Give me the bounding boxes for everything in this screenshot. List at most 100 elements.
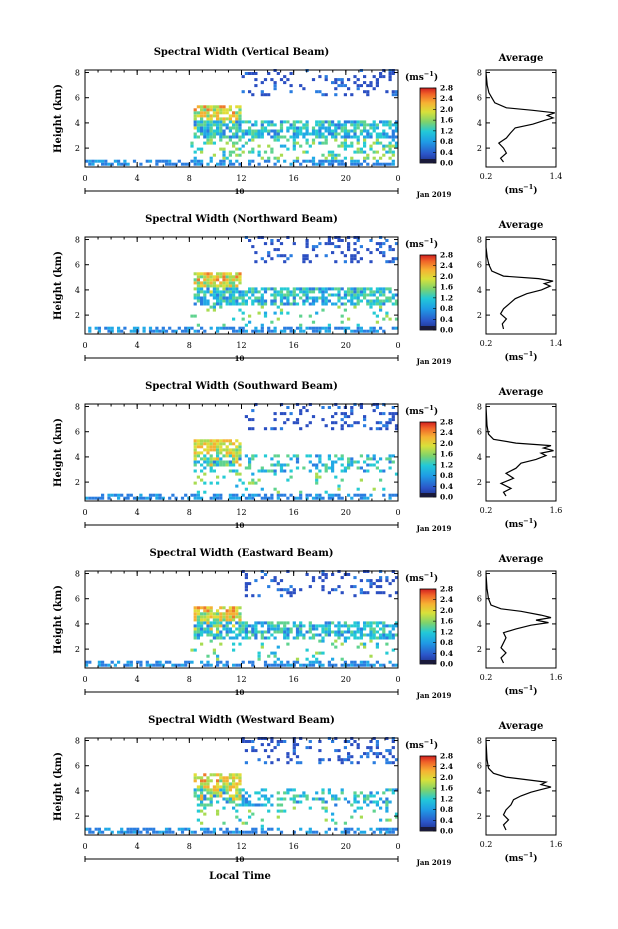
heatmap-cell — [228, 496, 232, 500]
heatmap-cell — [232, 135, 236, 139]
heatmap-cell — [238, 496, 242, 500]
heatmap-cell — [232, 794, 236, 798]
heatmap-cell — [88, 159, 92, 163]
heatmap-cell — [155, 830, 159, 834]
heatmap-cell — [372, 329, 376, 333]
heatmap-cell — [222, 150, 226, 154]
heatmap-cell — [292, 129, 296, 133]
heatmap-cell — [350, 496, 354, 500]
heatmap-cell — [279, 469, 284, 473]
heatmap-cell — [235, 287, 239, 291]
heatmap-cell — [228, 120, 232, 124]
heatmap-cell — [286, 120, 290, 124]
heatmap-cell — [222, 448, 226, 452]
heatmap-cell — [315, 454, 319, 458]
heatmap-cell — [385, 120, 389, 124]
heatmap-cell — [212, 794, 216, 798]
heatmap-cell — [292, 141, 296, 145]
heatmap-cell — [311, 287, 316, 291]
heatmap-cell — [212, 633, 216, 637]
heatmap-cell — [343, 293, 347, 297]
heatmap-cell — [340, 478, 344, 482]
heatmap-cell — [193, 496, 197, 500]
heatmap-cell — [238, 457, 242, 461]
heatmap-cell — [219, 326, 223, 330]
heatmap-cell — [391, 746, 395, 750]
heatmap-cell — [363, 645, 367, 649]
heatmap-cell — [110, 326, 114, 330]
average-y-tick-label: 2 — [477, 311, 482, 320]
heatmap-cell — [267, 159, 271, 163]
heatmap-cell — [353, 248, 357, 252]
heatmap-cell — [257, 657, 261, 661]
heatmap-cell — [379, 469, 383, 473]
heatmap-cell — [206, 126, 210, 130]
heatmap-cell — [391, 406, 395, 409]
x-tick-label: 4 — [135, 341, 140, 350]
heatmap-cell — [206, 138, 210, 142]
heatmap-cell — [225, 633, 229, 637]
heatmap-cell — [222, 108, 226, 112]
heatmap-cell — [295, 457, 300, 461]
heatmap-cell — [168, 162, 172, 166]
heatmap-cell — [276, 496, 280, 500]
heatmap-cell — [244, 800, 248, 804]
heatmap-cell — [391, 296, 395, 300]
heatmap-cell — [216, 120, 220, 124]
heatmap-cell — [318, 296, 322, 300]
heatmap-cell — [196, 490, 200, 494]
heatmap-cell — [117, 329, 121, 333]
heatmap-cell — [235, 830, 239, 834]
heatmap-cell — [136, 827, 140, 831]
heatmap-cell — [292, 287, 296, 291]
heatmap-cell — [372, 487, 376, 491]
heatmap-cell — [292, 138, 296, 142]
heatmap-cell — [315, 791, 319, 795]
heatmap-cell — [257, 144, 261, 148]
heatmap-cell — [363, 293, 367, 297]
heatmap-cell — [375, 740, 379, 743]
heatmap-cell — [193, 159, 197, 163]
heatmap-cell — [241, 788, 245, 792]
heatmap-cell — [343, 639, 347, 643]
heatmap-cell — [276, 290, 280, 294]
heatmap-cell — [129, 329, 133, 333]
heatmap-cell — [356, 761, 360, 765]
x-tick-label: 8 — [187, 508, 192, 517]
heatmap-cell — [232, 150, 236, 154]
heatmap-cell — [248, 481, 252, 485]
heatmap-cell — [260, 803, 264, 807]
heatmap-cell — [228, 776, 232, 780]
heatmap-cell — [257, 791, 261, 795]
heatmap-cell — [88, 162, 92, 166]
heatmap-cell — [375, 660, 379, 664]
heatmap-cell — [267, 132, 271, 136]
heatmap-cell — [120, 329, 124, 333]
heatmap-cell — [366, 794, 370, 798]
heatmap-cell — [375, 585, 379, 589]
heatmap-cell — [257, 129, 261, 133]
heatmap-cell — [283, 809, 287, 813]
heatmap-cell — [155, 663, 159, 667]
heatmap-cell — [369, 290, 373, 294]
heatmap-cell — [324, 254, 328, 258]
heatmap-cell — [254, 454, 258, 458]
heatmap-cell — [88, 830, 92, 834]
heatmap-cell — [177, 663, 181, 667]
y-tick-label: 6 — [75, 94, 80, 103]
heatmap-cell — [219, 105, 223, 109]
heatmap-cell — [187, 329, 191, 333]
heatmap-cell — [248, 296, 252, 300]
heatmap-cell — [299, 490, 303, 494]
heatmap-cell — [203, 481, 207, 485]
heatmap-cell — [241, 660, 245, 664]
heatmap-cell — [235, 493, 239, 497]
heatmap-cell — [206, 129, 210, 133]
heatmap-cell — [394, 299, 399, 303]
heatmap-cell — [270, 239, 274, 242]
heatmap-cell — [238, 302, 242, 306]
heatmap-cell — [203, 284, 207, 288]
heatmap-cell — [244, 323, 248, 327]
heatmap-cell — [171, 329, 175, 333]
heatmap-cell — [206, 827, 210, 831]
